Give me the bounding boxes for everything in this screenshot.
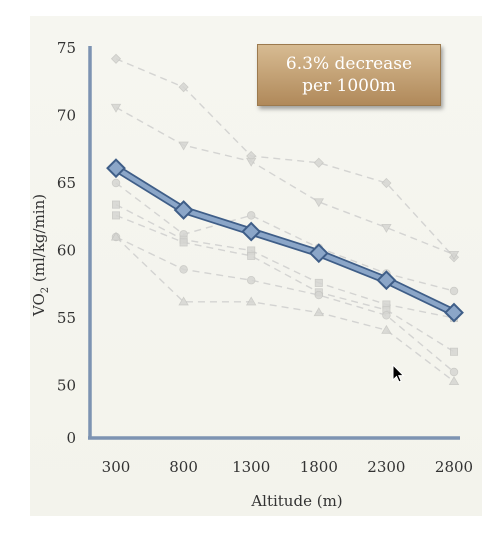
x-tick-label: 2300 xyxy=(367,458,405,476)
mouse-cursor-icon xyxy=(392,364,405,383)
background-series-1-point xyxy=(178,82,189,93)
background-series-1-point xyxy=(313,157,324,168)
background-series-7-point xyxy=(448,376,460,386)
background-series-2-point xyxy=(381,223,392,233)
main-series-point xyxy=(308,243,329,264)
x-tick-label: 300 xyxy=(102,458,131,476)
y-tick-label: 65 xyxy=(57,174,76,192)
main-series-layer xyxy=(106,158,464,323)
background-series-3-line xyxy=(115,182,455,292)
background-series-3-point xyxy=(246,211,256,220)
background-series-2-point xyxy=(110,103,122,113)
background-series-2-point xyxy=(313,198,324,208)
y-axis-title-main: VO xyxy=(30,293,48,317)
y-tick-label: 70 xyxy=(57,107,76,125)
background-series-4-line xyxy=(115,203,455,319)
main-series-point xyxy=(106,158,126,179)
background-series-5-point xyxy=(179,238,188,247)
y-tick-label: 50 xyxy=(57,377,76,395)
x-tick-label: 1300 xyxy=(232,458,270,476)
main-series-point xyxy=(444,302,464,323)
background-series-1-point xyxy=(381,177,392,189)
x-tick-label: 2800 xyxy=(435,458,473,476)
y-tick-label: 55 xyxy=(57,309,76,327)
x-tick-label: 1800 xyxy=(300,458,338,476)
callout-line-2: per 1000m xyxy=(302,76,396,96)
background-series-5-point xyxy=(449,347,458,356)
axes xyxy=(88,46,460,440)
callout-line-1: 6.3% decrease xyxy=(285,54,413,74)
background-series-7-point xyxy=(110,231,122,241)
callout-box: 6.3% decrease per 1000m xyxy=(257,44,441,106)
main-series-point xyxy=(241,221,262,242)
background-series-2-point xyxy=(246,157,257,167)
background-series-6-point xyxy=(314,290,324,300)
background-series-3-point xyxy=(111,178,121,188)
background-series-1-line xyxy=(115,58,455,258)
background-series-6-point xyxy=(449,367,459,377)
main-series-point xyxy=(376,270,397,291)
background-series-7-point xyxy=(246,296,257,306)
background-series-4-point xyxy=(112,200,121,209)
main-series-point xyxy=(173,200,194,220)
x-axis-title: Altitude (m) xyxy=(250,492,342,510)
y-tick-label: 60 xyxy=(57,242,76,260)
y-tick-label: 0 xyxy=(66,429,76,447)
background-series-4-point xyxy=(314,278,323,287)
background-series-7-line xyxy=(115,236,455,383)
background-series-6-line xyxy=(115,236,455,373)
background-series-2-point xyxy=(448,250,460,260)
background-series-5-point xyxy=(247,251,256,260)
x-tick-labels: 300 800 1300 1800 2300 2800 xyxy=(102,458,473,476)
main-series-line xyxy=(113,165,457,315)
background-series-layer xyxy=(110,53,460,386)
background-series-7-point xyxy=(178,296,189,306)
y-axis-title-subscript: 2 xyxy=(40,287,51,293)
x-tick-label: 800 xyxy=(169,458,198,476)
background-series-1-point xyxy=(110,53,122,64)
y-axis-title: VO2 (ml/kg/min) xyxy=(30,194,51,317)
y-axis-title-rest: (ml/kg/min) xyxy=(30,194,48,287)
background-series-5-line xyxy=(115,214,455,353)
y-tick-label: 75 xyxy=(57,39,76,57)
background-series-5-point xyxy=(112,211,121,220)
background-series-3-point xyxy=(449,286,459,296)
background-series-6-point xyxy=(382,311,391,320)
background-series-7-point xyxy=(381,324,392,334)
y-tick-labels: 0 50 55 60 65 70 75 xyxy=(57,39,76,447)
background-series-7-point xyxy=(313,307,324,317)
background-series-6-point xyxy=(246,275,256,285)
background-series-2-point xyxy=(178,141,189,151)
background-series-6-point xyxy=(179,265,188,274)
background-series-2-line xyxy=(115,106,455,256)
